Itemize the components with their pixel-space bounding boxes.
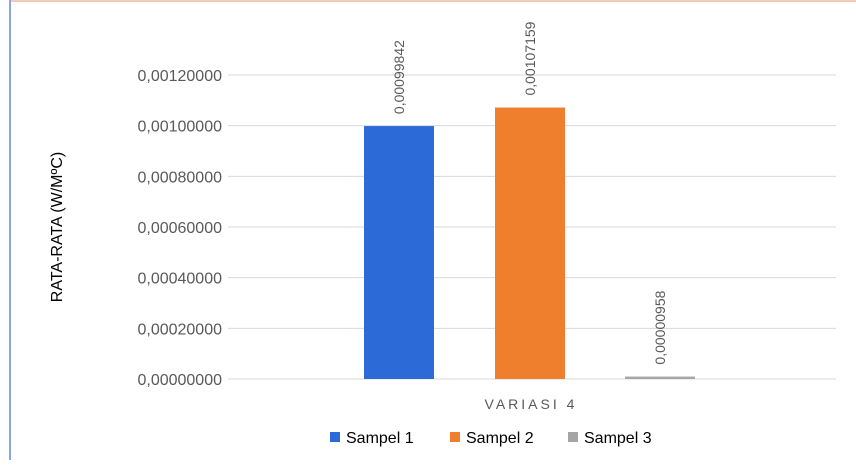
y-tick-label: 0,00120000	[137, 68, 222, 85]
bar-sampel-1	[364, 126, 434, 380]
legend-label: Sampel 2	[466, 430, 534, 447]
legend: Sampel 1 Sampel 2 Sampel 3	[330, 430, 652, 447]
y-tick-label: 0,00000000	[137, 372, 222, 389]
legend-swatch	[568, 432, 578, 442]
y-axis-title: RATA-RATA (W/MºC)	[49, 152, 66, 302]
bars	[364, 107, 695, 380]
legend-swatch	[330, 432, 340, 442]
data-labels: 0,00099842 0,00107159 0,00000958	[391, 21, 668, 364]
legend-label: Sampel 3	[584, 430, 652, 447]
bar-sampel-3	[625, 376, 695, 379]
x-category-label: VARIASI 4	[485, 396, 578, 412]
bar-sampel-2	[495, 107, 565, 380]
legend-label: Sampel 1	[346, 430, 414, 447]
legend-swatch	[450, 432, 460, 442]
y-tick-label: 0,00020000	[137, 321, 222, 338]
y-axis-tick-labels: 0,00000000 0,00020000 0,00040000 0,00060000…	[137, 68, 222, 389]
y-tick-label: 0,00080000	[137, 169, 222, 186]
data-label: 0,00107159	[522, 21, 538, 95]
y-tick-label: 0,00060000	[137, 220, 222, 237]
y-tick-label: 0,00040000	[137, 271, 222, 288]
y-tick-label: 0,00100000	[137, 119, 222, 136]
data-label: 0,00000958	[652, 290, 668, 364]
data-label: 0,00099842	[391, 40, 407, 114]
